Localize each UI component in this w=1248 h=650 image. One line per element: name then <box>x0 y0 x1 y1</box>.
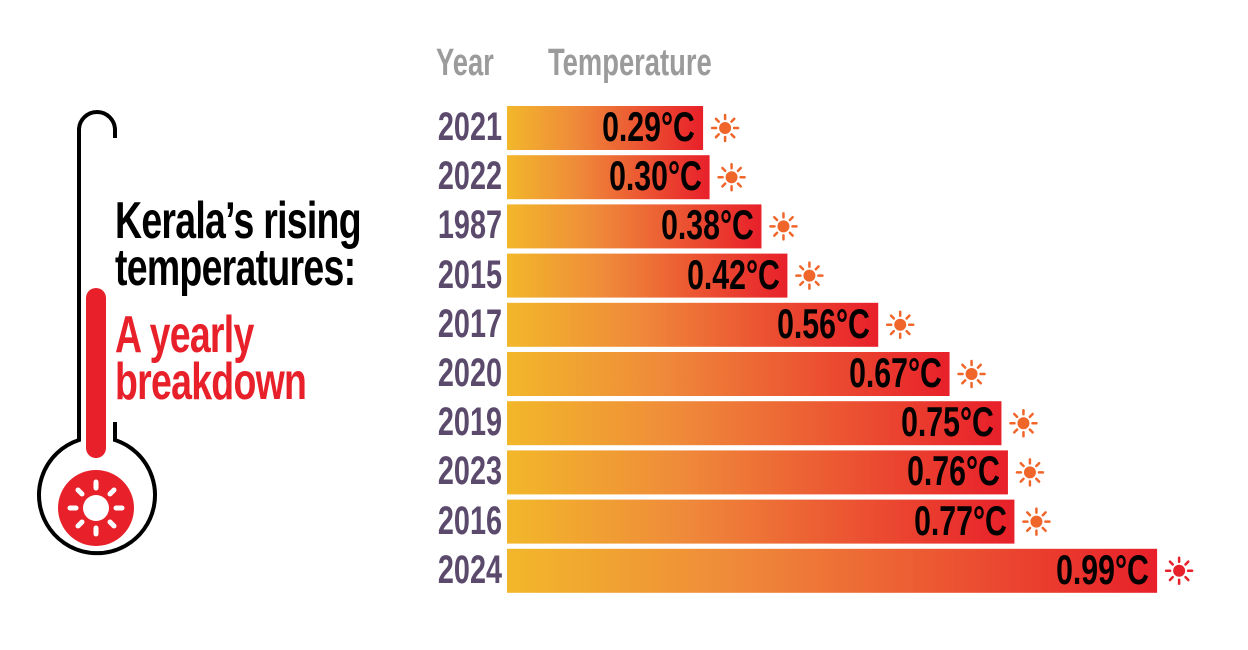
sun-icon <box>1015 458 1045 487</box>
value-label: 0.77°C <box>913 496 1007 544</box>
year-label: 2015 <box>437 252 502 297</box>
year-label: 2016 <box>437 498 502 543</box>
value-label: 0.67°C <box>848 349 942 396</box>
bar-2019 <box>507 401 1002 446</box>
value-label: 0.38°C <box>660 201 754 249</box>
sun-icon <box>795 261 824 290</box>
year-label: 2021 <box>437 105 502 149</box>
sun-icon <box>1164 556 1194 586</box>
value-label: 0.56°C <box>777 299 871 347</box>
bar-2024 <box>507 548 1158 593</box>
year-label: 2024 <box>437 547 502 592</box>
bar-2017 <box>507 302 879 347</box>
sun-icon <box>769 212 798 241</box>
value-label: 0.29°C <box>602 103 696 150</box>
sun-icon <box>957 359 986 389</box>
year-label: 2023 <box>437 449 502 494</box>
value-label: 0.30°C <box>608 152 702 200</box>
title-line-3: A yearly <box>115 306 254 364</box>
year-label: 2022 <box>437 154 502 199</box>
bar-2020 <box>507 352 950 396</box>
title-line-4: breakdown <box>115 353 307 411</box>
bar-2015 <box>507 253 788 298</box>
sun-icon <box>1022 507 1051 536</box>
bar-2023 <box>507 450 1008 495</box>
year-label: 1987 <box>437 203 502 248</box>
bar-2021 <box>507 106 704 150</box>
sun-icon <box>885 310 915 340</box>
value-label: 0.42°C <box>686 250 780 298</box>
temperature-header: Temperature <box>548 42 712 84</box>
year-header: Year <box>436 42 494 84</box>
year-label: 2019 <box>437 400 502 445</box>
year-label: 2017 <box>437 301 502 346</box>
title-line-2: temperatures: <box>115 239 356 297</box>
bar-2022 <box>507 155 710 200</box>
value-label: 0.76°C <box>907 447 1000 495</box>
sun-icon <box>710 113 740 143</box>
bar-2016 <box>507 499 1015 544</box>
year-label: 2020 <box>437 351 502 395</box>
bar-1987 <box>507 204 762 249</box>
value-label: 0.75°C <box>900 398 994 446</box>
sun-icon <box>1009 408 1038 438</box>
bars-group <box>507 106 1194 593</box>
value-label: 0.99°C <box>1056 545 1150 593</box>
sun-icon <box>717 162 746 192</box>
title-line-1: Kerala’s rising <box>115 192 362 250</box>
